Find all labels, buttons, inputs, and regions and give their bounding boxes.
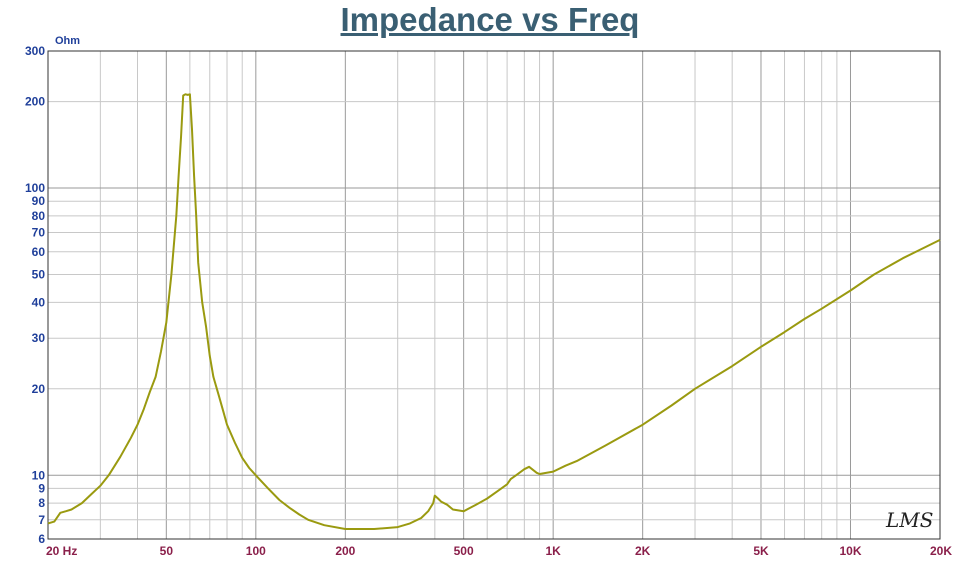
y-tick-label: 200 [25,95,45,109]
y-tick-label: 90 [32,194,46,208]
y-tick-label: 100 [25,181,45,195]
x-tick-label: 10K [839,544,861,558]
x-tick-label: 100 [246,544,266,558]
y-tick-label: 20 [32,382,46,396]
plot-area [48,51,940,539]
x-tick-label: 200 [335,544,355,558]
y-tick-label: 60 [32,245,46,259]
y-tick-label: 50 [32,268,46,282]
x-tick-label: 20 Hz [46,544,77,558]
x-tick-labels: 20 Hz 50 100 200 500 1K 2K 5K 10K 20K [46,544,952,558]
x-tick-label: 20K [930,544,952,558]
impedance-series-line [47,93,941,530]
x-tick-label: 50 [160,544,174,558]
y-tick-label: 7 [38,513,45,527]
y-tick-label: 10 [32,468,46,482]
x-tick-label: 5K [753,544,769,558]
y-tick-label: 40 [32,295,46,309]
y-tick-label: 9 [38,481,45,495]
y-tick-label: 30 [32,331,46,345]
plot-frame [47,50,941,540]
y-tick-label: 8 [38,496,45,510]
y-tick-label: 80 [32,209,46,223]
y-tick-label: 70 [32,226,46,240]
chart-title: Impedance vs Freq [340,1,640,38]
y-tick-label: 300 [25,44,45,58]
x-tick-label: 1K [545,544,561,558]
x-tick-label: 2K [635,544,651,558]
y-tick-label: 6 [38,532,45,546]
lms-watermark: LMS [885,508,933,532]
x-tick-label: 500 [454,544,474,558]
y-axis-label: Ohm [55,35,80,47]
